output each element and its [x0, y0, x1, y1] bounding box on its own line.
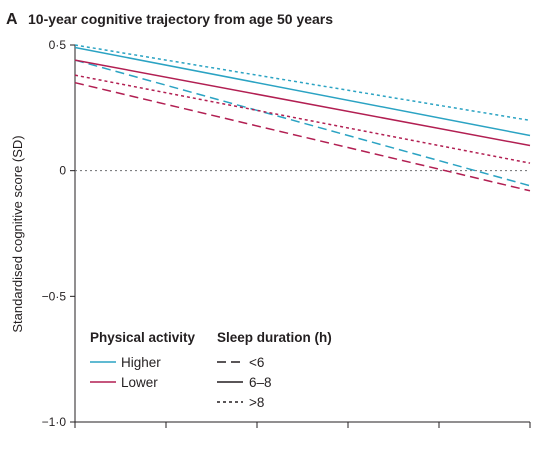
legend-activity-title: Physical activity: [90, 330, 196, 345]
y-tick-label: −1·0: [42, 415, 67, 429]
series-line-higher-short-sleep: [74, 59, 531, 187]
series-line-lower-long-sleep: [74, 74, 531, 164]
legend-label-lower: Lower: [121, 375, 158, 390]
series-line-higher-long-sleep: [74, 44, 531, 122]
series-lines: [74, 44, 531, 192]
legend: Physical activity Sleep duration (h) Hig…: [90, 330, 332, 410]
series-line-lower-normal-sleep: [74, 59, 531, 147]
legend-label-higher: Higher: [121, 355, 161, 370]
legend-label-sleep-normal: 6–8: [249, 375, 272, 390]
chart-title: 10-year cognitive trajectory from age 50…: [28, 11, 333, 27]
series-line-lower-short-sleep: [74, 81, 531, 192]
y-axis-label: Standardised cognitive score (SD): [10, 135, 25, 332]
y-tick-label: −0·5: [42, 289, 67, 303]
series-line-higher-normal-sleep: [74, 46, 531, 137]
panel-letter: A: [6, 11, 18, 28]
y-tick-label: 0: [59, 164, 66, 178]
y-tick-label: 0·5: [49, 38, 67, 52]
axes: −1·0 −0·5 0 0·5: [42, 38, 531, 429]
legend-sleep-title: Sleep duration (h): [217, 330, 332, 345]
legend-label-sleep-short: <6: [249, 355, 264, 370]
legend-label-sleep-long: >8: [249, 395, 264, 410]
